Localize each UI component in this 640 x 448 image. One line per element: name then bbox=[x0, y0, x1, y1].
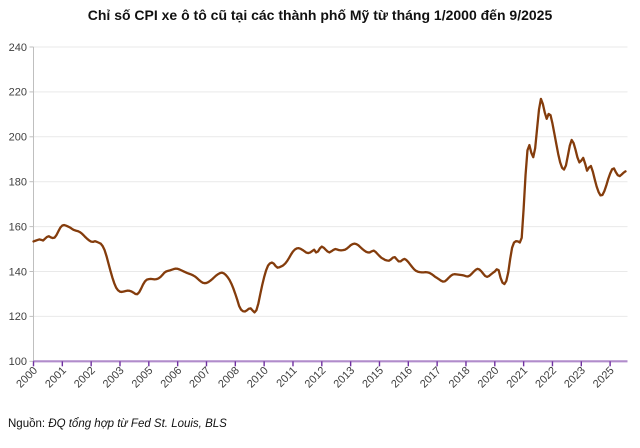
y-tick-label: 120 bbox=[9, 311, 27, 323]
source-label: Nguồn: bbox=[8, 418, 49, 430]
x-tick-label: 2001 bbox=[43, 365, 69, 391]
y-tick-label: 200 bbox=[9, 132, 27, 144]
y-tick-label: 220 bbox=[9, 87, 27, 99]
y-tick-label: 180 bbox=[9, 177, 27, 189]
x-tick-label: 2023 bbox=[562, 365, 588, 391]
source-text: ĐQ tổng hợp từ Fed St. Louis, BLS bbox=[48, 418, 227, 430]
x-tick-label: 2007 bbox=[187, 365, 213, 391]
x-tick-label: 2017 bbox=[418, 365, 444, 391]
x-tick-label: 2021 bbox=[504, 365, 530, 391]
cpi-series-line bbox=[32, 97, 627, 314]
x-tick-label: 2013 bbox=[331, 365, 357, 391]
x-tick-label: 2022 bbox=[533, 365, 559, 391]
x-tick-label: 2025 bbox=[591, 365, 617, 391]
y-tick-label: 160 bbox=[9, 221, 27, 233]
x-tick-label: 2008 bbox=[216, 365, 242, 391]
x-tick-label: 2020 bbox=[476, 365, 502, 391]
x-tick-label: 2016 bbox=[389, 365, 415, 391]
x-tick-label: 2000 bbox=[14, 365, 40, 391]
x-tick-label: 2018 bbox=[447, 365, 473, 391]
x-tick-label: 2010 bbox=[245, 365, 271, 391]
x-tick-label: 2003 bbox=[101, 365, 127, 391]
x-tick-label: 2006 bbox=[158, 365, 184, 391]
x-tick-label: 2011 bbox=[274, 365, 299, 390]
x-tick-label: 2015 bbox=[360, 365, 386, 391]
chart-title: Chỉ số CPI xe ô tô cũ tại các thành phố … bbox=[87, 7, 553, 23]
y-tick-label: 240 bbox=[9, 42, 27, 54]
x-tick-label: 2002 bbox=[72, 365, 98, 391]
x-tick-label: 2012 bbox=[303, 365, 329, 391]
x-tick-label: 2005 bbox=[130, 365, 156, 391]
y-tick-label: 100 bbox=[9, 356, 27, 368]
y-tick-label: 140 bbox=[9, 266, 27, 278]
source-note: Nguồn: ĐQ tổng hợp từ Fed St. Louis, BLS bbox=[8, 418, 227, 430]
